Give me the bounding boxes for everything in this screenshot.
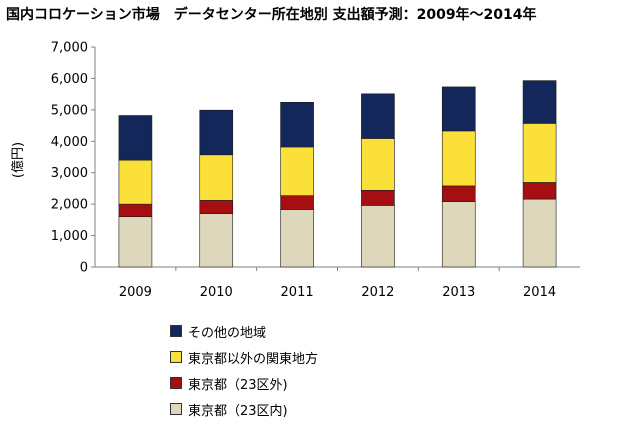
y-tick-label: 5,000 (51, 103, 88, 118)
legend-label: その他の地域 (188, 325, 267, 341)
x-tick-label: 2012 (361, 285, 394, 300)
x-tick-label: 2010 (200, 285, 233, 300)
bar-segment (361, 190, 395, 206)
y-tick-label: 0 (80, 261, 88, 276)
bar-segment (361, 93, 395, 139)
bar-segment (118, 159, 153, 205)
x-tick-label: 2009 (119, 285, 152, 300)
y-tick-label: 4,000 (51, 135, 88, 150)
x-axis: 2009 2010 2011 2012 2013 2014 (119, 267, 556, 300)
legend-item: 東京都以外の関東地方 (170, 344, 318, 370)
legend-item: その他の地域 (170, 318, 318, 344)
legend-item: 東京都（23区内) (170, 396, 318, 422)
y-tick-label: 2,000 (51, 198, 88, 213)
bar-segment (522, 182, 557, 200)
bar-series (118, 80, 557, 268)
bar-segment (522, 198, 557, 268)
bar-segment (441, 185, 476, 202)
legend-label: 東京都以外の関東地方 (188, 351, 319, 367)
legend-item: 東京都（23区外) (170, 370, 318, 396)
y-tick-label: 1,000 (51, 229, 88, 244)
bar-segment (522, 80, 557, 124)
y-tick-label: 3,000 (51, 166, 88, 181)
bar-segment (361, 205, 395, 268)
y-axis: 0 1,000 2,000 3,000 4,000 5,000 6,000 7,000 (51, 41, 95, 276)
bar-segment (522, 123, 557, 183)
bar-segment (441, 86, 476, 132)
legend: その他の地域東京都以外の関東地方 東京都（23区外) 東京都（23区内) (170, 318, 318, 422)
legend-swatch (170, 403, 182, 415)
bar-segment (280, 102, 314, 148)
bar-segment (441, 130, 476, 187)
x-tick-label: 2011 (281, 285, 314, 300)
bar-segment (199, 200, 234, 214)
bar-segment (441, 201, 476, 268)
legend-swatch (170, 325, 182, 337)
chart-title: 国内コロケーション市場 データセンター所在地別 支出額予測：2009年～2014… (6, 7, 537, 23)
bar-segment (199, 154, 234, 201)
bar-segment (199, 109, 234, 156)
bar-segment (199, 213, 234, 268)
bar-segment (361, 138, 395, 191)
bar-segment (280, 209, 314, 268)
y-axis-label: (億円) (10, 142, 26, 178)
plot-area (94, 47, 580, 268)
x-tick-label: 2014 (523, 285, 556, 300)
legend-label: 東京都（23区内) (188, 403, 288, 419)
bar-segment (280, 146, 314, 196)
y-tick-label: 6,000 (51, 72, 88, 87)
bar-segment (118, 216, 153, 268)
legend-swatch (170, 351, 182, 363)
x-tick-label: 2013 (442, 285, 475, 300)
y-tick-label: 7,000 (51, 41, 88, 56)
bar-segment (280, 195, 314, 210)
legend-label: 東京都（23区外) (188, 377, 288, 393)
bar-segment (118, 115, 153, 161)
bar-segment (118, 203, 153, 218)
legend-swatch (170, 377, 182, 389)
